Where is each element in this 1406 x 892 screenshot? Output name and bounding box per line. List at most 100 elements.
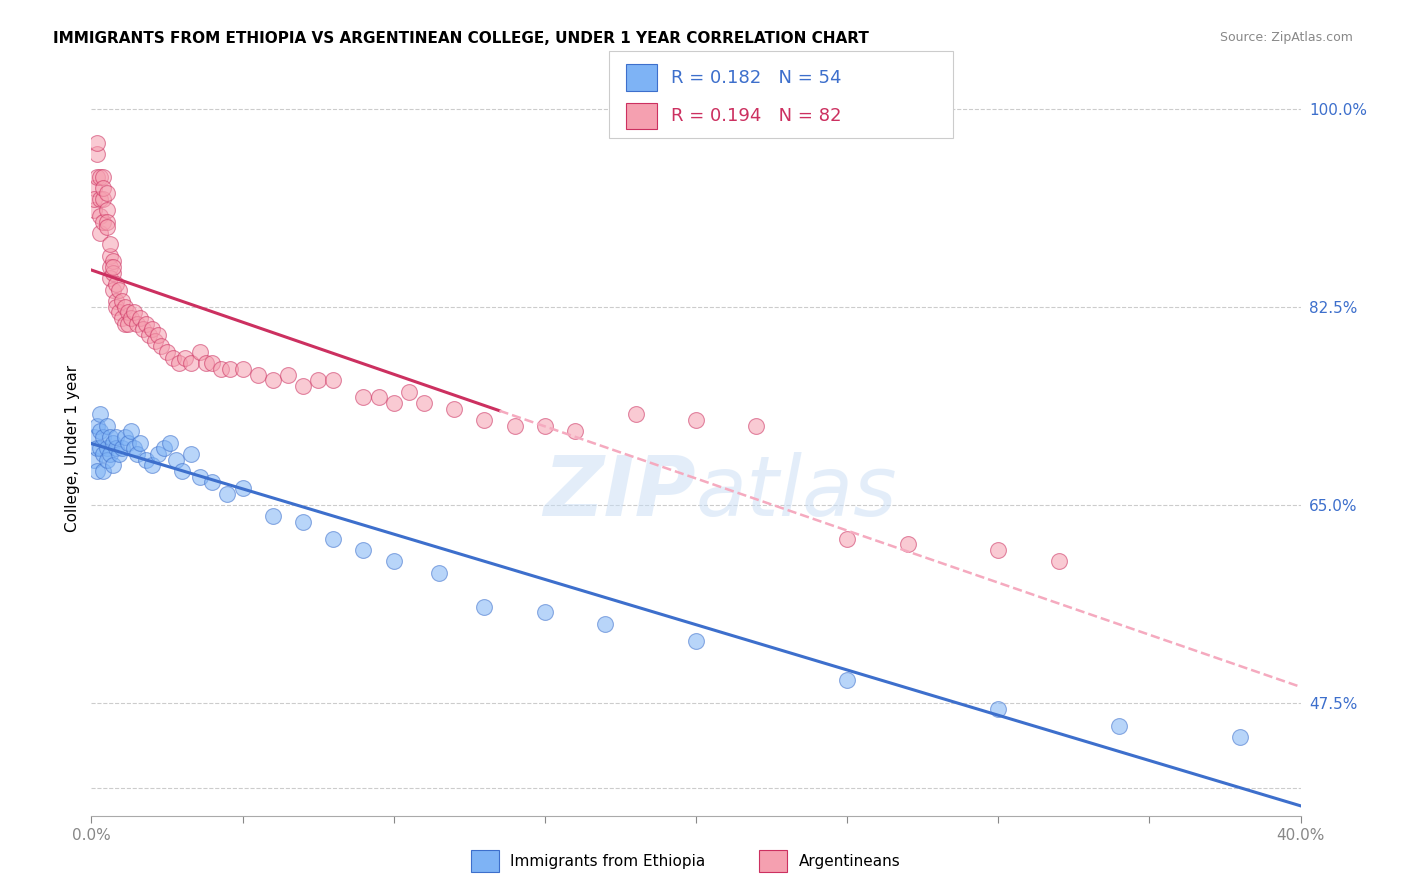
- Point: [246, 368, 269, 382]
- Point: [93, 464, 115, 478]
- Point: [472, 599, 495, 614]
- Point: [146, 328, 169, 343]
- Point: [101, 266, 124, 280]
- Point: [120, 424, 142, 438]
- Text: atlas: atlas: [696, 452, 897, 533]
- Point: [111, 294, 132, 309]
- Point: [114, 300, 136, 314]
- Point: [89, 407, 111, 421]
- Point: [745, 418, 768, 433]
- Point: [117, 435, 139, 450]
- Point: [93, 181, 115, 195]
- Text: ZIP: ZIP: [543, 452, 696, 533]
- Text: R = 0.182   N = 54: R = 0.182 N = 54: [671, 69, 841, 87]
- Point: [262, 373, 284, 387]
- Point: [83, 192, 105, 206]
- Point: [188, 469, 211, 483]
- Point: [128, 311, 150, 326]
- Point: [143, 334, 166, 348]
- Point: [83, 430, 105, 444]
- Point: [146, 447, 169, 461]
- Point: [352, 390, 374, 404]
- Point: [165, 452, 187, 467]
- Text: Immigrants from Ethiopia: Immigrants from Ethiopia: [510, 854, 706, 869]
- Point: [292, 379, 315, 393]
- Point: [122, 305, 145, 319]
- Point: [162, 351, 184, 365]
- Point: [135, 317, 157, 331]
- Point: [367, 390, 389, 404]
- Point: [114, 317, 136, 331]
- Point: [277, 368, 299, 382]
- Point: [382, 396, 405, 410]
- Point: [1047, 554, 1070, 568]
- Point: [413, 396, 436, 410]
- Point: [98, 237, 121, 252]
- Point: [86, 169, 108, 184]
- Point: [101, 458, 124, 473]
- Point: [292, 515, 315, 529]
- Point: [107, 283, 129, 297]
- Point: [93, 169, 115, 184]
- Point: [101, 254, 124, 268]
- Point: [685, 413, 707, 427]
- Point: [98, 430, 121, 444]
- Point: [101, 283, 124, 297]
- Point: [96, 418, 118, 433]
- Point: [93, 192, 115, 206]
- Point: [141, 322, 163, 336]
- Point: [98, 447, 121, 461]
- Point: [98, 260, 121, 274]
- Point: [835, 532, 858, 546]
- Point: [111, 311, 132, 326]
- Point: [533, 606, 555, 620]
- Point: [159, 435, 181, 450]
- Point: [503, 418, 526, 433]
- Point: [1108, 718, 1130, 732]
- Point: [117, 305, 139, 319]
- Text: Argentineans: Argentineans: [799, 854, 900, 869]
- Point: [86, 418, 108, 433]
- Point: [89, 442, 111, 456]
- Point: [209, 362, 232, 376]
- Point: [96, 220, 118, 235]
- Point: [135, 452, 157, 467]
- Point: [83, 181, 105, 195]
- Text: Source: ZipAtlas.com: Source: ZipAtlas.com: [1219, 31, 1353, 45]
- Point: [104, 442, 127, 456]
- Point: [138, 328, 160, 343]
- Point: [125, 447, 148, 461]
- Point: [104, 294, 127, 309]
- Point: [120, 311, 142, 326]
- Point: [472, 413, 495, 427]
- Point: [685, 633, 707, 648]
- Point: [180, 356, 202, 370]
- Point: [101, 435, 124, 450]
- Point: [167, 356, 190, 370]
- Point: [98, 271, 121, 285]
- Point: [987, 701, 1010, 715]
- Point: [86, 146, 108, 161]
- Point: [141, 458, 163, 473]
- Point: [835, 673, 858, 688]
- Point: [107, 305, 129, 319]
- Point: [172, 464, 194, 478]
- Point: [111, 442, 132, 456]
- Point: [897, 537, 920, 551]
- Point: [83, 452, 105, 467]
- Point: [132, 322, 155, 336]
- Point: [128, 435, 150, 450]
- Point: [89, 209, 111, 223]
- Point: [201, 475, 224, 490]
- Point: [96, 452, 118, 467]
- Point: [89, 226, 111, 240]
- Point: [93, 447, 115, 461]
- Point: [987, 543, 1010, 558]
- Point: [180, 447, 202, 461]
- Point: [104, 430, 127, 444]
- Point: [217, 486, 239, 500]
- Point: [156, 345, 179, 359]
- Point: [86, 464, 108, 478]
- Point: [93, 215, 115, 229]
- Point: [231, 362, 253, 376]
